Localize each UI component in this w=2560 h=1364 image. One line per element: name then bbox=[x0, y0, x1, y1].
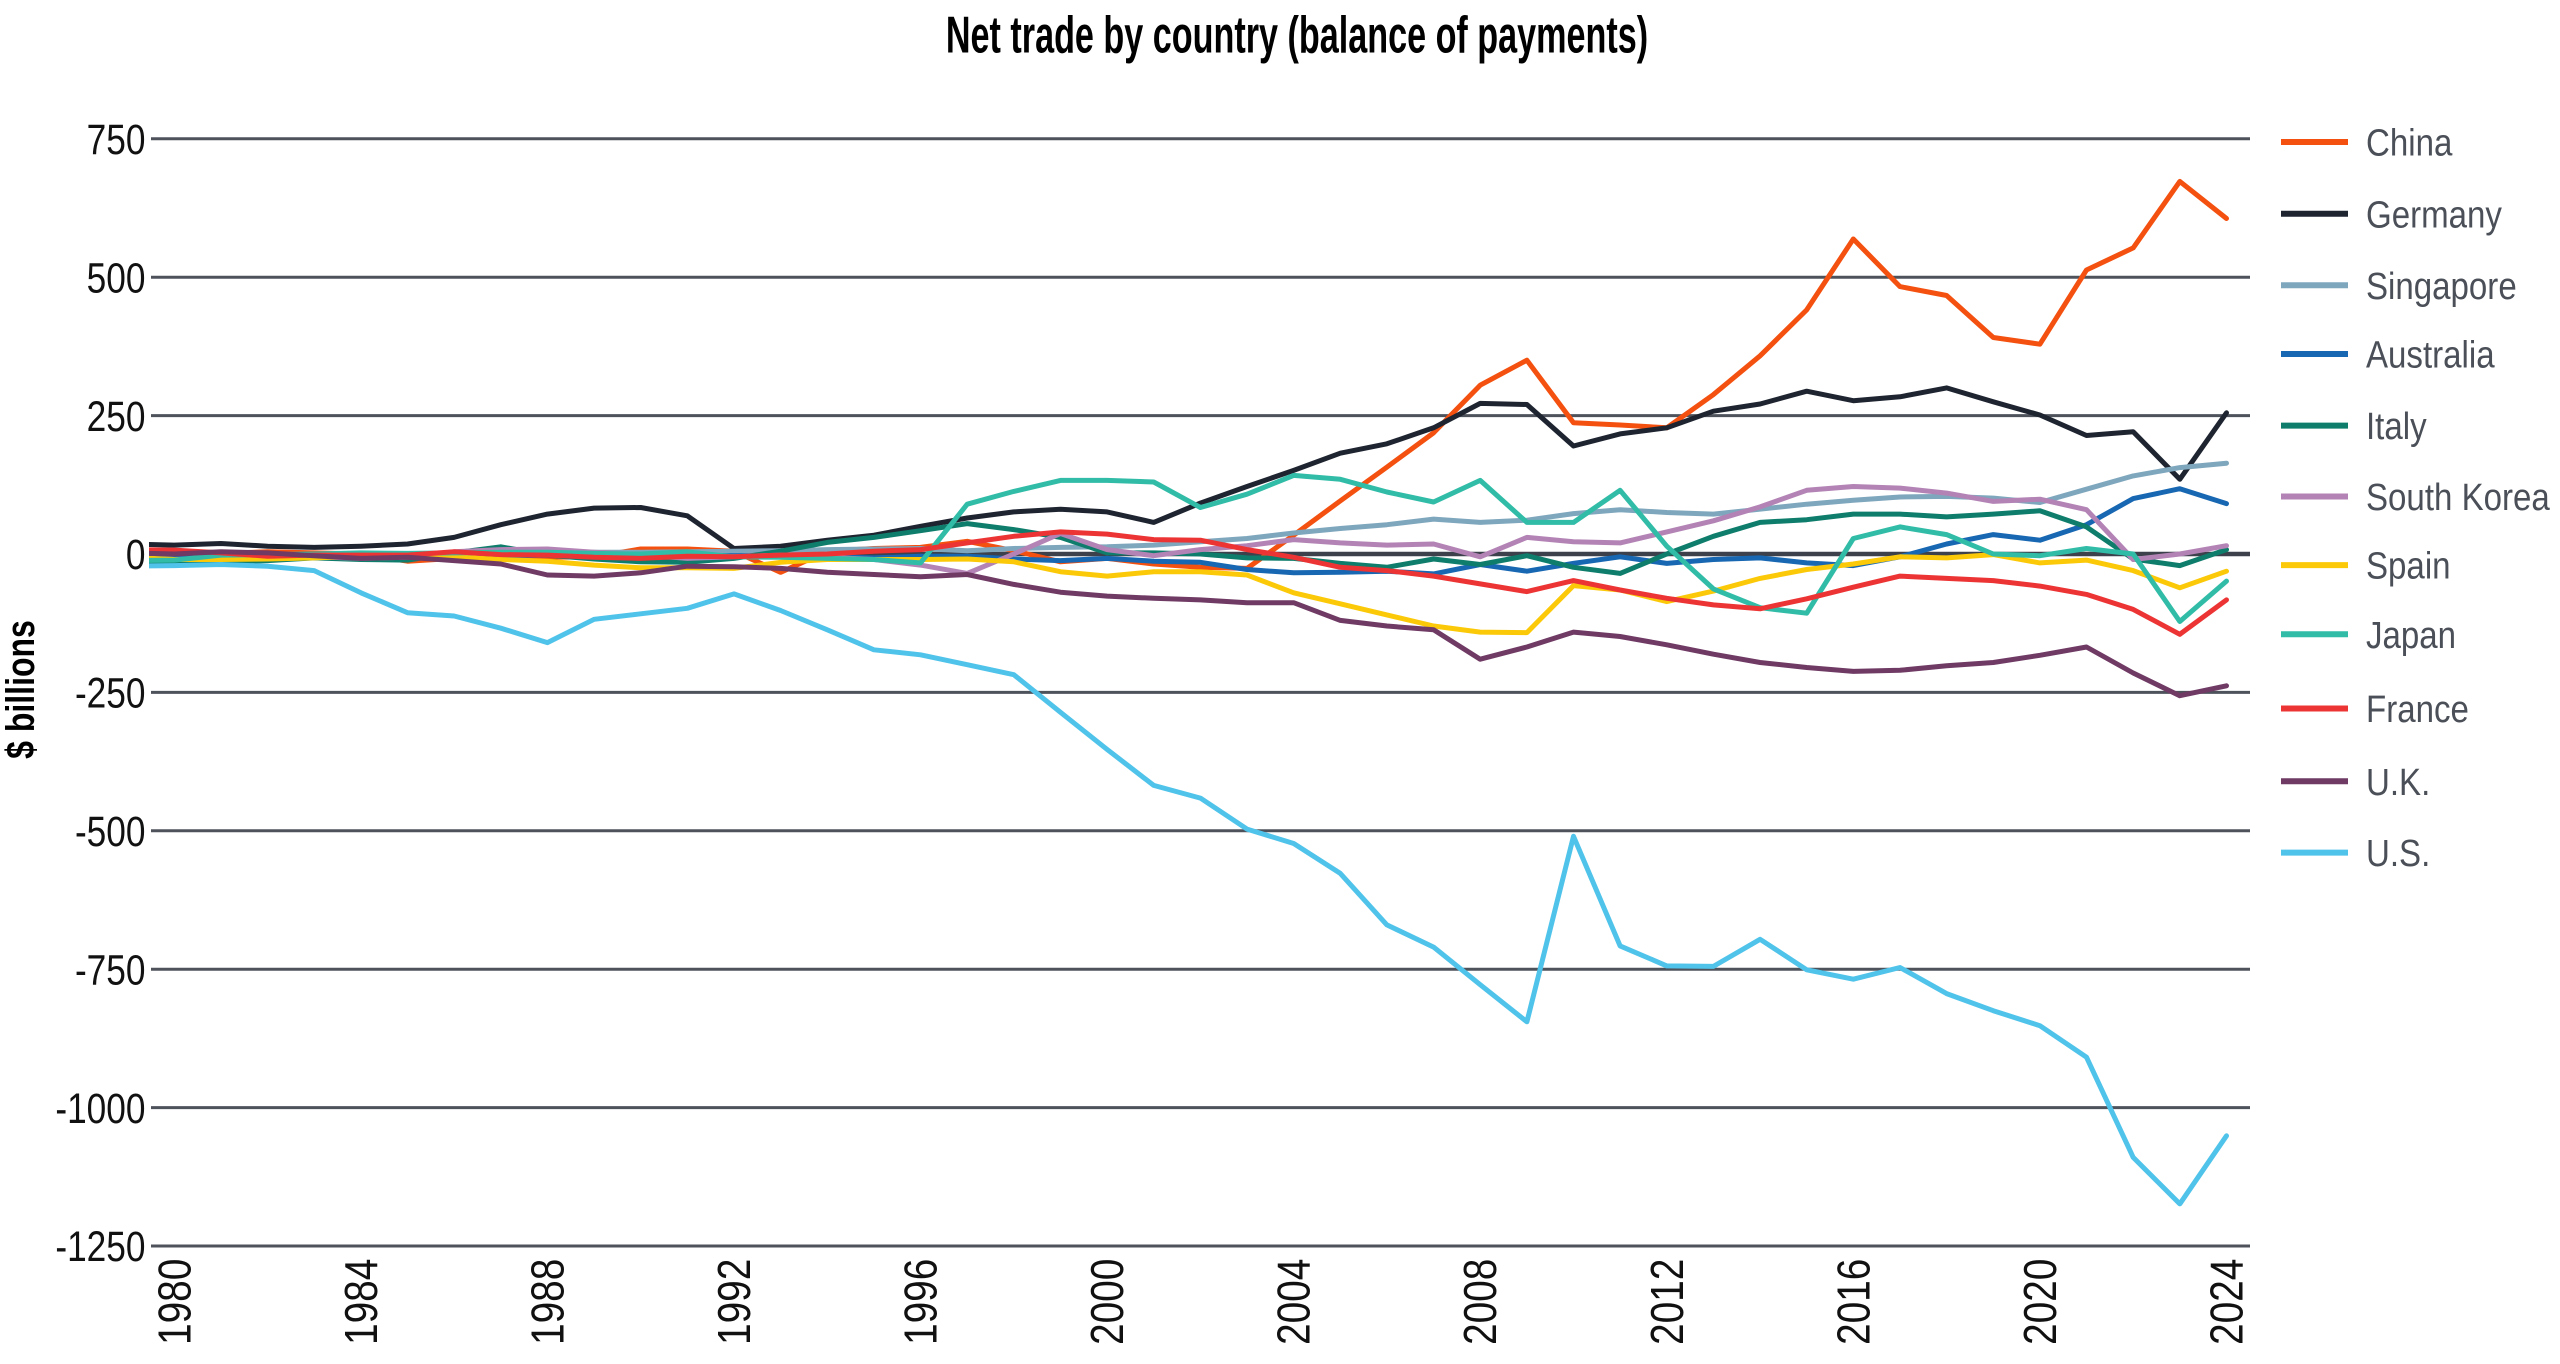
svg-text:1988: 1988 bbox=[522, 1259, 574, 1345]
svg-text:1984: 1984 bbox=[336, 1259, 388, 1345]
svg-text:Germany: Germany bbox=[2366, 193, 2502, 236]
svg-text:2008: 2008 bbox=[1455, 1259, 1507, 1345]
svg-text:1996: 1996 bbox=[895, 1259, 947, 1345]
svg-text:Japan: Japan bbox=[2366, 614, 2456, 657]
svg-text:Singapore: Singapore bbox=[2366, 265, 2517, 308]
svg-text:France: France bbox=[2366, 688, 2469, 731]
svg-text:2012: 2012 bbox=[1642, 1259, 1694, 1345]
svg-text:0: 0 bbox=[126, 531, 146, 579]
svg-text:500: 500 bbox=[87, 254, 146, 302]
svg-text:2000: 2000 bbox=[1082, 1259, 1134, 1345]
svg-text:-500: -500 bbox=[75, 808, 146, 856]
svg-text:Italy: Italy bbox=[2366, 405, 2427, 448]
svg-text:-750: -750 bbox=[75, 946, 146, 994]
svg-text:-250: -250 bbox=[75, 669, 146, 717]
svg-text:250: 250 bbox=[87, 393, 146, 441]
svg-text:1980: 1980 bbox=[149, 1259, 201, 1345]
svg-text:2024: 2024 bbox=[2201, 1259, 2253, 1345]
svg-text:U.S.: U.S. bbox=[2366, 832, 2430, 875]
svg-text:Spain: Spain bbox=[2366, 544, 2451, 587]
svg-text:2016: 2016 bbox=[1828, 1259, 1880, 1345]
svg-text:2004: 2004 bbox=[1269, 1259, 1321, 1345]
svg-text:-1000: -1000 bbox=[55, 1085, 145, 1133]
svg-text:$ billions: $ billions bbox=[0, 620, 43, 759]
svg-text:-1250: -1250 bbox=[55, 1223, 145, 1271]
svg-text:2020: 2020 bbox=[2015, 1259, 2067, 1345]
svg-text:U.K.: U.K. bbox=[2366, 761, 2430, 804]
svg-text:China: China bbox=[2366, 121, 2453, 164]
svg-text:South Korea: South Korea bbox=[2366, 476, 2550, 519]
svg-text:750: 750 bbox=[87, 116, 146, 164]
svg-text:Net trade by country (balance: Net trade by country (balance of payment… bbox=[946, 6, 1648, 64]
svg-text:Australia: Australia bbox=[2366, 333, 2495, 376]
svg-text:1992: 1992 bbox=[709, 1259, 761, 1345]
